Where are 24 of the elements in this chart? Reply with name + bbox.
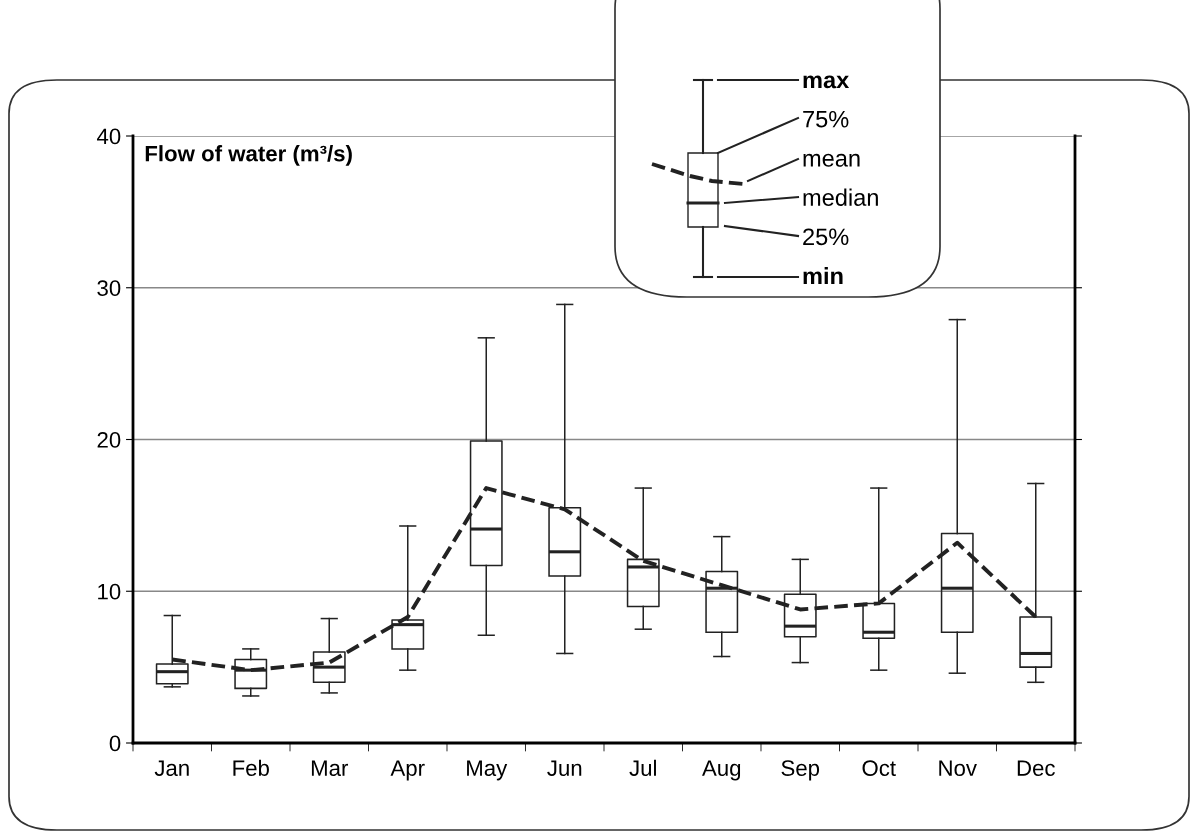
x-tick-label: Apr [390, 760, 425, 781]
x-tick-label: Dec [1017, 760, 1055, 776]
y-tick-label: 0 [109, 735, 121, 752]
y-tick-label: 30 [97, 280, 121, 297]
x-tick-label: Feb [233, 759, 269, 776]
annotation: mean [803, 153, 860, 167]
x-tick-label: Aug [702, 760, 741, 781]
x-tick-label: Mar [311, 760, 349, 776]
x-tick-label: Nov [939, 760, 977, 776]
y-axis-title: Flow of water (m³/s) [145, 145, 352, 166]
text: 75% [803, 110, 849, 128]
x-tick-label: Jan [154, 760, 189, 776]
annotation: 25% [803, 228, 849, 246]
x-tick-label: Jul [629, 759, 656, 776]
annotation: min [803, 267, 843, 285]
text: max [803, 75, 850, 89]
y-tick-label: 40 [96, 128, 121, 145]
annotation: median [803, 188, 878, 206]
x-tick-label: May [467, 760, 508, 781]
x-tick-label: Jun [547, 760, 582, 776]
x-tick-label: Oct [862, 760, 896, 776]
x-tick-label: Sep [781, 760, 820, 781]
y-tick-label: 10 [98, 583, 121, 600]
y-tick-label: 20 [97, 432, 121, 448]
